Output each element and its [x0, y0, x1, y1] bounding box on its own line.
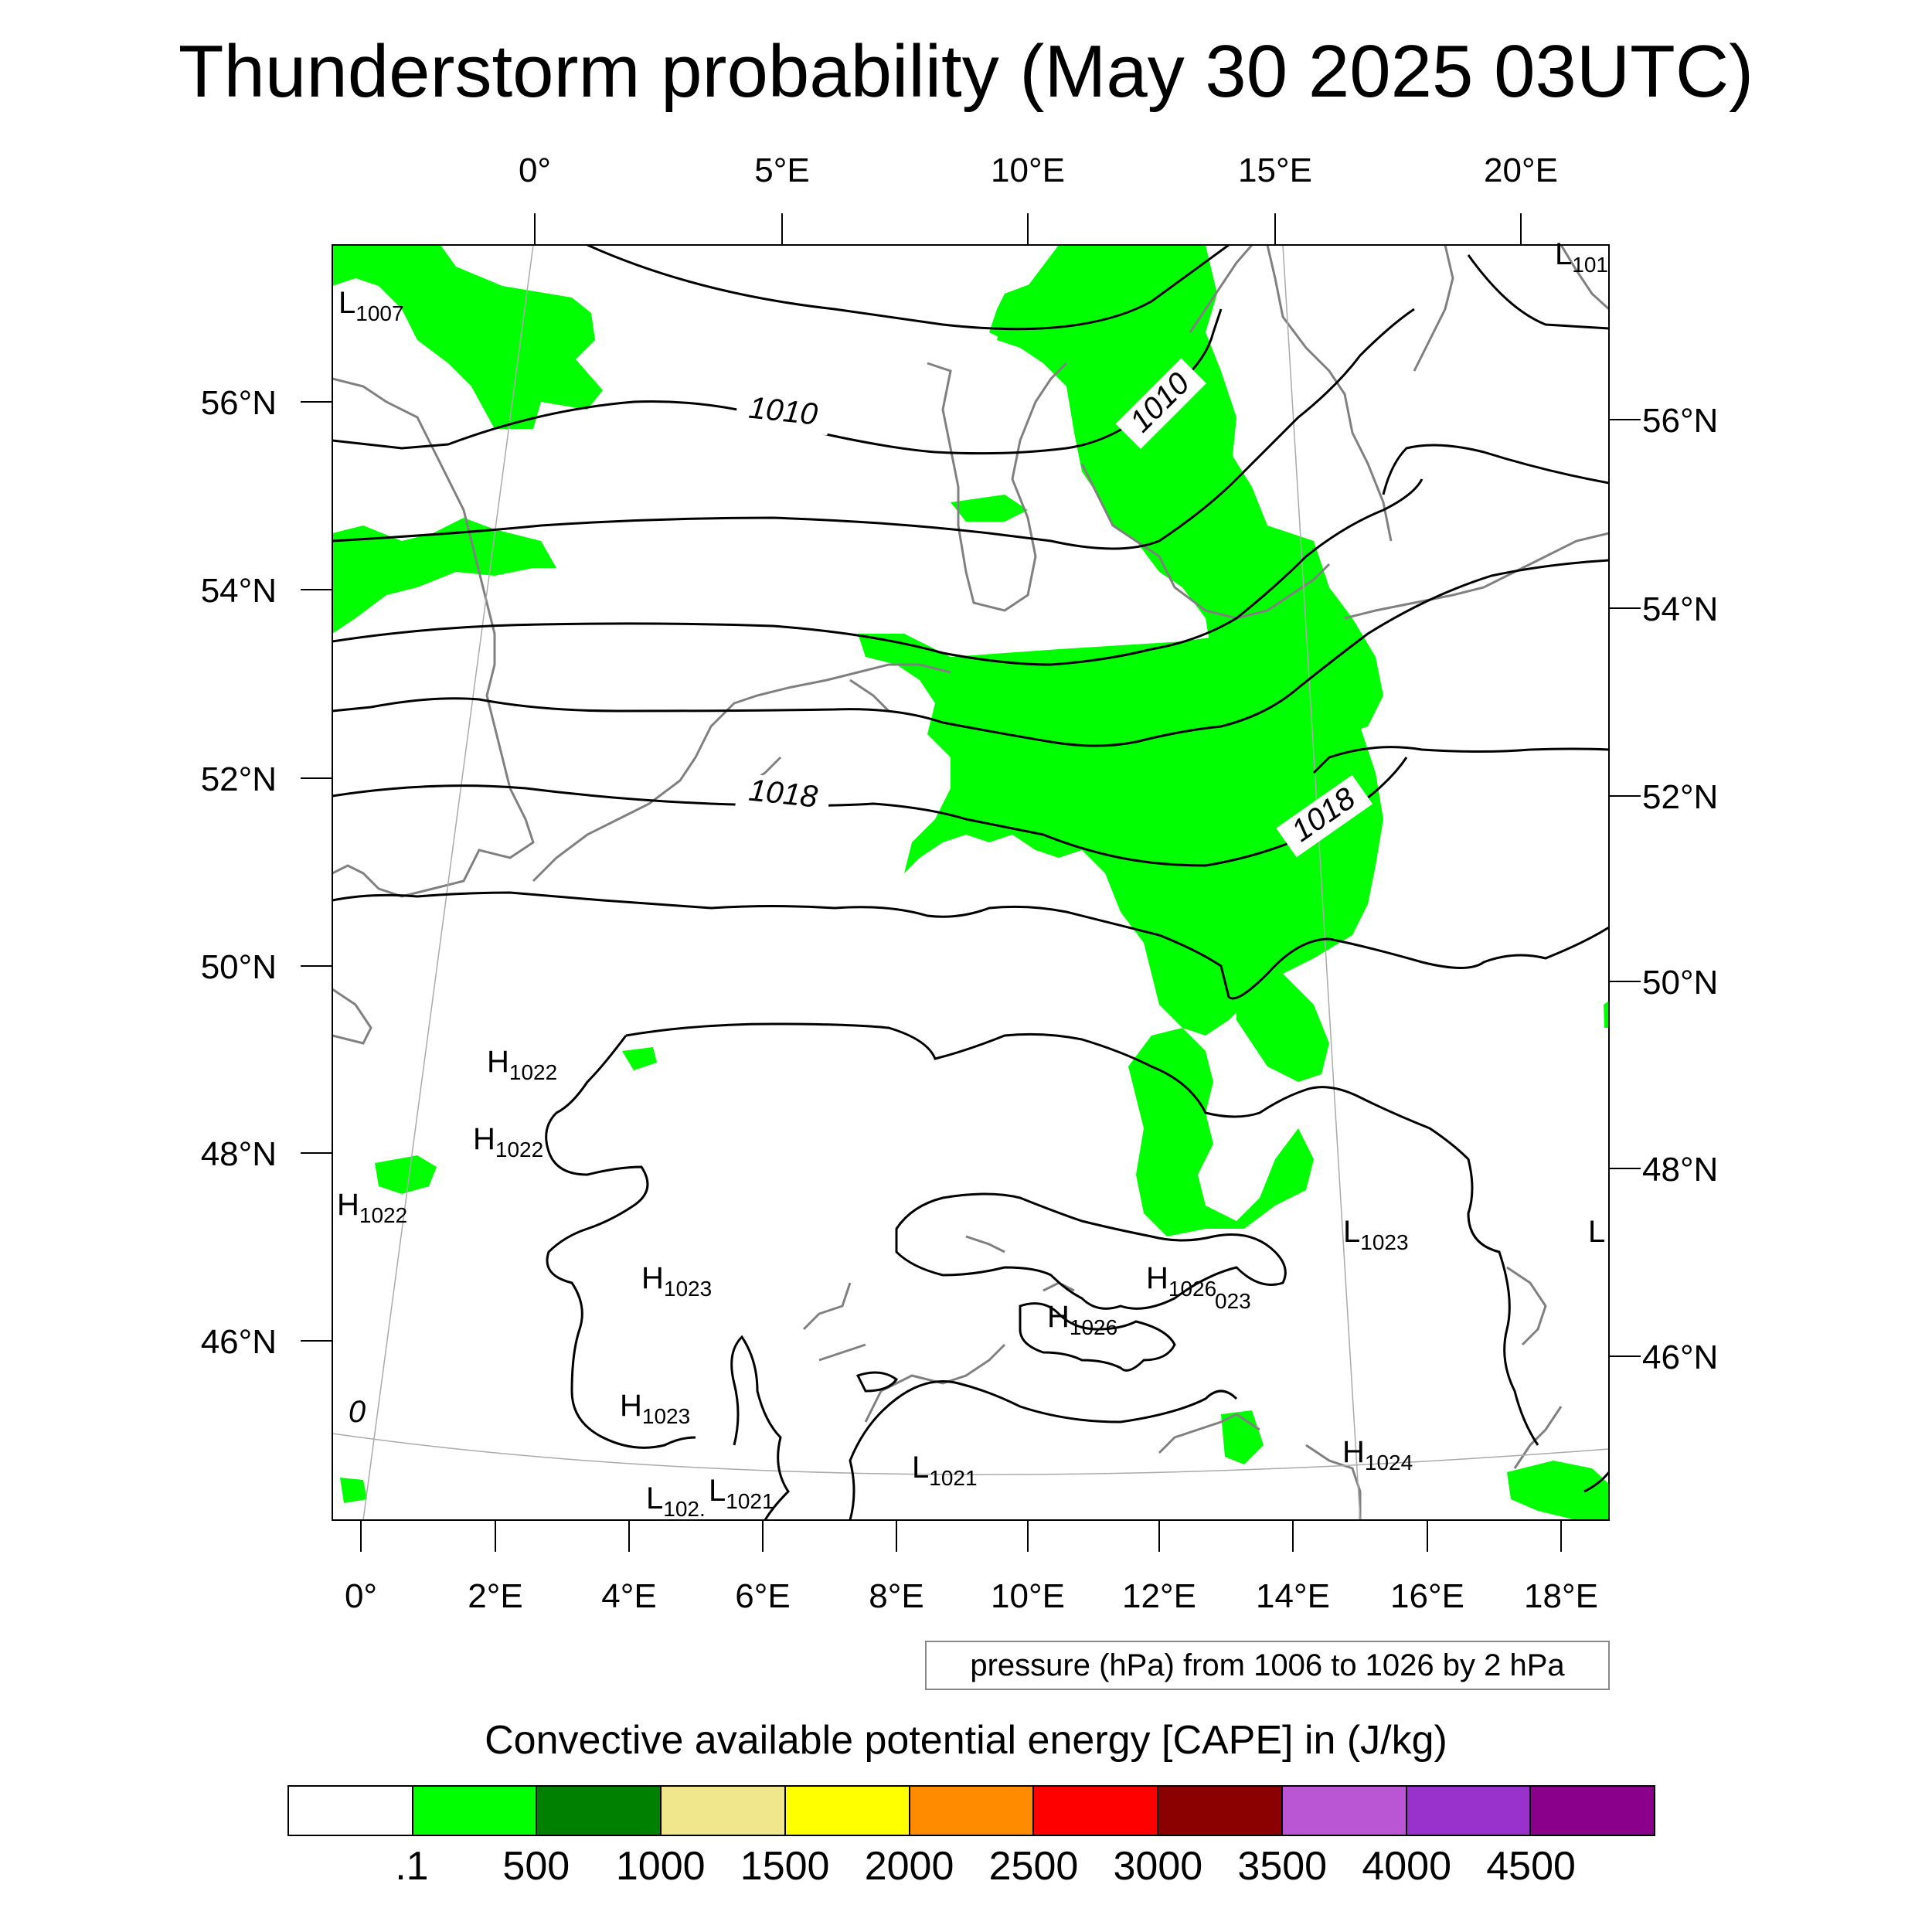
- cape-fill-areas: [332, 245, 1609, 1520]
- lon-label-bottom: 16°E: [1390, 1577, 1464, 1615]
- pressure-center-label: H1022: [337, 1188, 407, 1227]
- colorbar-swatch: [1282, 1787, 1407, 1835]
- graticule: [332, 245, 1609, 1520]
- colorbar-label: 500: [502, 1844, 570, 1889]
- pressure-center-label: L1023: [1343, 1215, 1409, 1254]
- colorbar: [287, 1785, 1655, 1836]
- cape-area-east-edge: [1604, 1001, 1609, 1028]
- colorbar-label: 4500: [1486, 1844, 1576, 1889]
- lat-label-right: 54°N: [1642, 590, 1718, 628]
- cape-area-central-europe: [858, 626, 1383, 1036]
- isobars: [332, 245, 1609, 1520]
- lon-label-bottom: 18°E: [1524, 1577, 1598, 1615]
- lon-label-top: 0°: [519, 151, 551, 189]
- lon-label-bottom: 6°E: [735, 1577, 790, 1615]
- cape-area-spain: [340, 1478, 367, 1503]
- contour-label: 1018: [747, 774, 820, 815]
- colorbar-title: Convective available potential energy [C…: [485, 1718, 1447, 1763]
- colorbar-swatch: [1034, 1787, 1159, 1835]
- pressure-center-label: H1023: [620, 1389, 690, 1428]
- lat-label-right: 48°N: [1642, 1151, 1718, 1189]
- left-lat-labels: 56°N 54°N 52°N 50°N 48°N 46°N: [201, 384, 277, 1361]
- colorbar-label: 2500: [988, 1844, 1079, 1889]
- cape-area-scandinavia: [997, 245, 1383, 742]
- pressure-center-label: L: [1588, 1215, 1605, 1249]
- contour-label: 1010: [747, 391, 819, 432]
- lon-label-bottom: 14°E: [1256, 1577, 1330, 1615]
- cape-area-balkans: [1507, 1461, 1609, 1520]
- lat-label-left: 56°N: [201, 384, 277, 422]
- plot-frame: [332, 244, 1610, 1521]
- lon-label-bottom: 4°E: [601, 1577, 656, 1615]
- tick-marks: [301, 213, 1641, 1552]
- lon-label-bottom: 2°E: [468, 1577, 522, 1615]
- pressure-center-label: L1021: [912, 1451, 978, 1490]
- colorbar-swatch: [662, 1787, 786, 1835]
- lon-label-bottom: 10°E: [991, 1577, 1065, 1615]
- lat-label-right: 56°N: [1642, 402, 1718, 440]
- lon-label-bottom: 12°E: [1122, 1577, 1196, 1615]
- colorbar-label: 1500: [740, 1844, 830, 1889]
- contour-info-box: pressure (hPa) from 1006 to 1026 by 2 hP…: [925, 1641, 1610, 1690]
- colorbar-label: .1: [395, 1844, 429, 1889]
- cape-area-alps-north: [1128, 1028, 1314, 1236]
- pressure-center-label: L101: [1555, 237, 1608, 277]
- lat-label-left: 52°N: [201, 760, 277, 798]
- right-lat-labels: 56°N 54°N 52°N 50°N 48°N 46°N: [1642, 402, 1718, 1376]
- lon-label-bottom: 8°E: [869, 1577, 923, 1615]
- cape-area-west-france: [375, 1155, 437, 1194]
- colorbar-swatch: [289, 1787, 413, 1835]
- lat-label-left: 46°N: [201, 1323, 277, 1361]
- bottom-lon-labels: 0° 2°E 4°E 6°E 8°E 10°E 12°E 14°E 16°E 1…: [345, 1577, 1598, 1615]
- cape-area-denmark-west: [951, 495, 1028, 522]
- colorbar-swatch: [413, 1787, 538, 1835]
- cape-area-west-1: [332, 518, 556, 634]
- pressure-center-label: H1022: [487, 1045, 557, 1084]
- colorbar-swatch: [1158, 1787, 1283, 1835]
- colorbar-swatch: [785, 1787, 910, 1835]
- lat-label-left: 54°N: [201, 572, 277, 610]
- cape-area-north-uk: [332, 245, 603, 429]
- map-title: Thunderstorm probability (May 30 2025 03…: [178, 30, 1754, 113]
- top-lon-labels: 0° 5°E 10°E 15°E 20°E: [519, 151, 1558, 189]
- pressure-centers: L1007 L101 H1022 H1022 H1022 H1023 H1026…: [337, 237, 1608, 1521]
- lon-label-top: 15°E: [1238, 151, 1312, 189]
- colorbar-label: 1000: [615, 1844, 706, 1889]
- cape-area-bohemia: [1236, 974, 1329, 1082]
- colorbar-swatch: [1531, 1787, 1655, 1835]
- coastlines: [332, 245, 1609, 1520]
- pressure-center-label: L102.: [646, 1481, 706, 1521]
- colorbar-label: 3500: [1237, 1844, 1328, 1889]
- lat-label-left: 48°N: [201, 1135, 277, 1173]
- lon-label-bottom: 0°: [345, 1577, 377, 1615]
- pressure-center-label: H1023: [641, 1261, 712, 1301]
- contour-label: 0: [349, 1395, 366, 1429]
- lat-label-right: 52°N: [1642, 778, 1718, 816]
- colorbar-label: 2000: [864, 1844, 954, 1889]
- colorbar-labels: .1 500 1000 1500 2000 2500 3000 3500 4000 4500: [287, 1843, 1655, 1897]
- colorbar-swatch: [537, 1787, 662, 1835]
- pressure-center-label: H1022: [473, 1122, 543, 1162]
- lon-label-top: 5°E: [754, 151, 809, 189]
- pressure-center-label: L1021: [709, 1474, 774, 1513]
- pressure-center-label: H1026: [1047, 1300, 1117, 1339]
- colorbar-swatch: [910, 1787, 1035, 1835]
- colorbar-label: 4000: [1362, 1844, 1452, 1889]
- colorbar-swatch: [1406, 1787, 1532, 1835]
- pressure-center-label: 023: [1215, 1289, 1251, 1313]
- pressure-center-label: L1007: [338, 286, 404, 325]
- lat-label-right: 50°N: [1642, 964, 1718, 1002]
- lat-label-left: 50°N: [201, 948, 277, 986]
- pressure-center-label: H1024: [1342, 1435, 1413, 1475]
- lat-label-right: 46°N: [1642, 1338, 1718, 1376]
- lon-label-top: 10°E: [991, 151, 1065, 189]
- colorbar-label: 3000: [1113, 1844, 1203, 1889]
- pressure-center-label: H1026: [1146, 1261, 1216, 1301]
- lon-label-top: 20°E: [1484, 151, 1558, 189]
- cape-area-belgium: [622, 1047, 657, 1070]
- cape-area-scandinavia-west: [989, 282, 1051, 340]
